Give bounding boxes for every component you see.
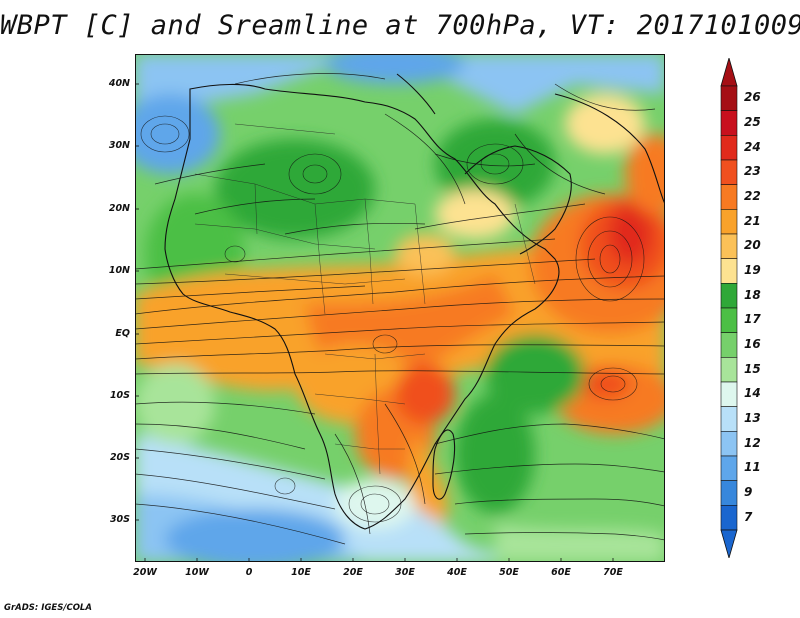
colorbar-label: 15 <box>744 361 761 376</box>
credit-text: GrADS: IGES/COLA <box>4 603 92 613</box>
colorbar-cell <box>720 431 738 457</box>
colorbar-cell <box>720 381 738 407</box>
colorbar-cell <box>720 332 738 358</box>
lat-label: 20S <box>109 452 130 463</box>
lon-label: 20W <box>133 567 157 578</box>
colorbar-cell <box>720 159 738 185</box>
colorbar-cell <box>720 406 738 432</box>
colorbar-cell <box>720 307 738 333</box>
colorbar-cell <box>720 209 738 235</box>
map-panel <box>135 54 665 562</box>
colorbar-label: 9 <box>744 485 753 499</box>
lon-label: 70E <box>603 567 623 578</box>
colorbar-label: 16 <box>744 337 761 351</box>
colorbar-cell <box>720 85 738 111</box>
lon-label: 20E <box>343 567 363 578</box>
colorbar-label: 20 <box>744 238 761 253</box>
colorbar-label: 12 <box>744 435 761 450</box>
colorbar-cell <box>720 258 738 284</box>
colorbar-label: 24 <box>744 139 761 154</box>
lon-label: 10E <box>291 567 311 578</box>
lon-label: 50E <box>499 567 519 578</box>
colorbar-cell <box>720 283 738 309</box>
lat-label: 10N <box>108 265 130 276</box>
colorbar-label: 25 <box>744 115 761 129</box>
colorbar-cell <box>720 184 738 210</box>
map-canvas <box>135 54 665 562</box>
lat-label: 30S <box>109 514 130 525</box>
colorbar-label: 22 <box>744 189 761 203</box>
lon-label: 10W <box>185 567 209 578</box>
colorbar-label: 23 <box>744 164 761 179</box>
colorbar-label: 19 <box>744 263 761 277</box>
colorbar-cell <box>720 480 738 506</box>
colorbar-label: 11 <box>744 460 761 475</box>
lat-label: 10S <box>109 390 130 401</box>
colorbar-cell <box>720 357 738 383</box>
colorbar-cell <box>720 110 738 136</box>
colorbar-cell <box>720 135 738 161</box>
colorbar-label: 18 <box>744 287 761 302</box>
colorbar-cell <box>720 455 738 481</box>
lat-label: 40N <box>108 78 130 89</box>
lat-label: EQ <box>115 328 130 339</box>
colorbar-cell <box>720 233 738 259</box>
colorbar-label: 14 <box>744 386 761 401</box>
lon-label: 0 <box>245 567 253 578</box>
colorbar <box>720 58 738 558</box>
colorbar-cell <box>720 505 738 531</box>
colorbar-label: 17 <box>744 312 761 327</box>
map-title: WBPT [C] and Sreamline at 700hPa, VT: 20… <box>0 10 800 41</box>
lon-label: 60E <box>551 567 571 578</box>
lat-label: 30N <box>108 140 130 151</box>
colorbar-bottom-arrow <box>720 529 738 558</box>
colorbar-top-arrow <box>720 58 738 87</box>
colorbar-label: 26 <box>744 90 761 105</box>
lon-label: 40E <box>447 567 467 578</box>
colorbar-label: 13 <box>744 411 761 425</box>
colorbar-label: 7 <box>744 509 753 524</box>
colorbar-label: 21 <box>744 213 761 228</box>
lat-label: 20N <box>108 203 130 214</box>
lon-label: 30E <box>395 567 415 578</box>
